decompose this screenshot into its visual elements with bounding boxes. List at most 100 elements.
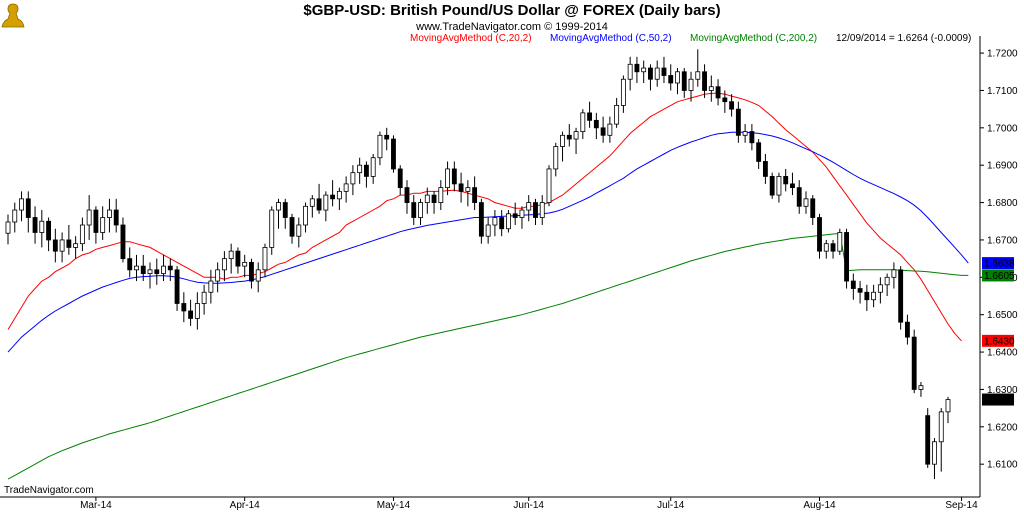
candle-body	[566, 134, 572, 140]
candle-body	[330, 194, 336, 200]
candle	[73, 236, 79, 259]
candle-body	[918, 385, 924, 390]
candle	[336, 187, 342, 211]
candle-body	[370, 157, 376, 177]
candle	[769, 172, 775, 199]
candle	[228, 243, 234, 274]
candle-body	[147, 269, 153, 274]
candle	[546, 165, 552, 207]
candle	[877, 277, 883, 304]
candle-body	[911, 336, 917, 390]
candle-body	[438, 187, 444, 203]
y-tick-label: 1.6400	[987, 348, 1018, 359]
y-tick-label: 1.6300	[987, 385, 1018, 396]
candle-body	[5, 221, 11, 234]
candle	[201, 284, 207, 315]
candle-body	[445, 168, 450, 189]
candle	[648, 64, 653, 91]
candle	[32, 206, 38, 244]
candle	[86, 195, 92, 240]
candle-body	[472, 187, 478, 203]
candle	[181, 292, 187, 323]
badge-box	[982, 257, 1014, 270]
candle	[850, 273, 856, 300]
y-tick-label: 1.6800	[987, 198, 1018, 209]
candle	[370, 153, 376, 184]
candle-body	[877, 284, 883, 293]
candle-body	[316, 198, 322, 211]
candle-body	[107, 209, 112, 218]
candle	[235, 247, 241, 274]
candle-body	[492, 217, 498, 226]
candle	[93, 206, 99, 244]
moving-average-lines	[7, 92, 969, 480]
candle-body	[560, 134, 565, 147]
candle-body	[769, 176, 775, 196]
candle-body	[221, 258, 227, 271]
candle-body	[634, 63, 640, 73]
candle-body	[100, 217, 106, 233]
candle	[884, 273, 890, 297]
candle	[242, 254, 248, 278]
candle	[134, 254, 139, 282]
candle-body	[458, 183, 464, 192]
candle-body	[715, 86, 721, 99]
candle	[465, 180, 471, 207]
candle	[127, 247, 133, 278]
x-tick-label: Sep-14	[945, 500, 978, 511]
candle-body	[404, 187, 410, 203]
candle-body	[675, 71, 680, 84]
candle	[844, 228, 849, 289]
candle-body	[276, 202, 281, 211]
ma50-value-badge: 1.6638	[982, 257, 1015, 270]
candle	[857, 281, 863, 304]
candle-body	[938, 411, 944, 443]
candle	[607, 116, 613, 143]
candle	[451, 161, 457, 192]
candle	[668, 64, 674, 91]
ma-line-2	[7, 233, 969, 480]
candle	[790, 172, 795, 196]
x-tick-label: Jul-14	[657, 500, 685, 511]
candle	[783, 168, 789, 192]
badge-box	[982, 269, 1014, 282]
candle-body	[533, 202, 538, 218]
candle-body	[424, 194, 430, 203]
ma-line-1	[7, 131, 969, 353]
candle-body	[593, 119, 599, 129]
candle	[262, 243, 268, 278]
candle-body	[336, 190, 342, 200]
candle-body	[52, 239, 58, 252]
candle	[140, 254, 146, 282]
candle	[566, 124, 572, 147]
candle	[749, 124, 755, 151]
candle	[587, 101, 593, 128]
candle	[512, 202, 518, 225]
candle	[533, 198, 538, 225]
candle-body	[181, 303, 187, 312]
y-tick-label: 1.7000	[987, 123, 1018, 134]
candle-body	[776, 176, 782, 196]
pawn-chess-logo-icon[interactable]	[1, 3, 25, 28]
candle-body	[945, 399, 951, 413]
x-axis-ticks: Mar-14 Apr-14 May-14 Jun-14 Jul-14 Aug-14 Sep-…	[80, 497, 978, 511]
candle-body	[350, 172, 356, 185]
candle	[654, 60, 660, 87]
candle-body	[857, 288, 863, 293]
candle	[499, 210, 505, 237]
candle-body	[235, 250, 241, 267]
candle-body	[762, 161, 768, 177]
candle-body	[188, 310, 194, 319]
candle	[925, 408, 931, 468]
candle	[330, 180, 336, 207]
y-tick-label: 1.6900	[987, 161, 1018, 172]
candle-body	[167, 265, 173, 271]
candle	[411, 195, 417, 225]
candle	[323, 191, 329, 222]
candle-body	[363, 164, 369, 177]
candle-body	[681, 71, 687, 91]
candle	[519, 206, 525, 229]
candle	[620, 75, 626, 113]
